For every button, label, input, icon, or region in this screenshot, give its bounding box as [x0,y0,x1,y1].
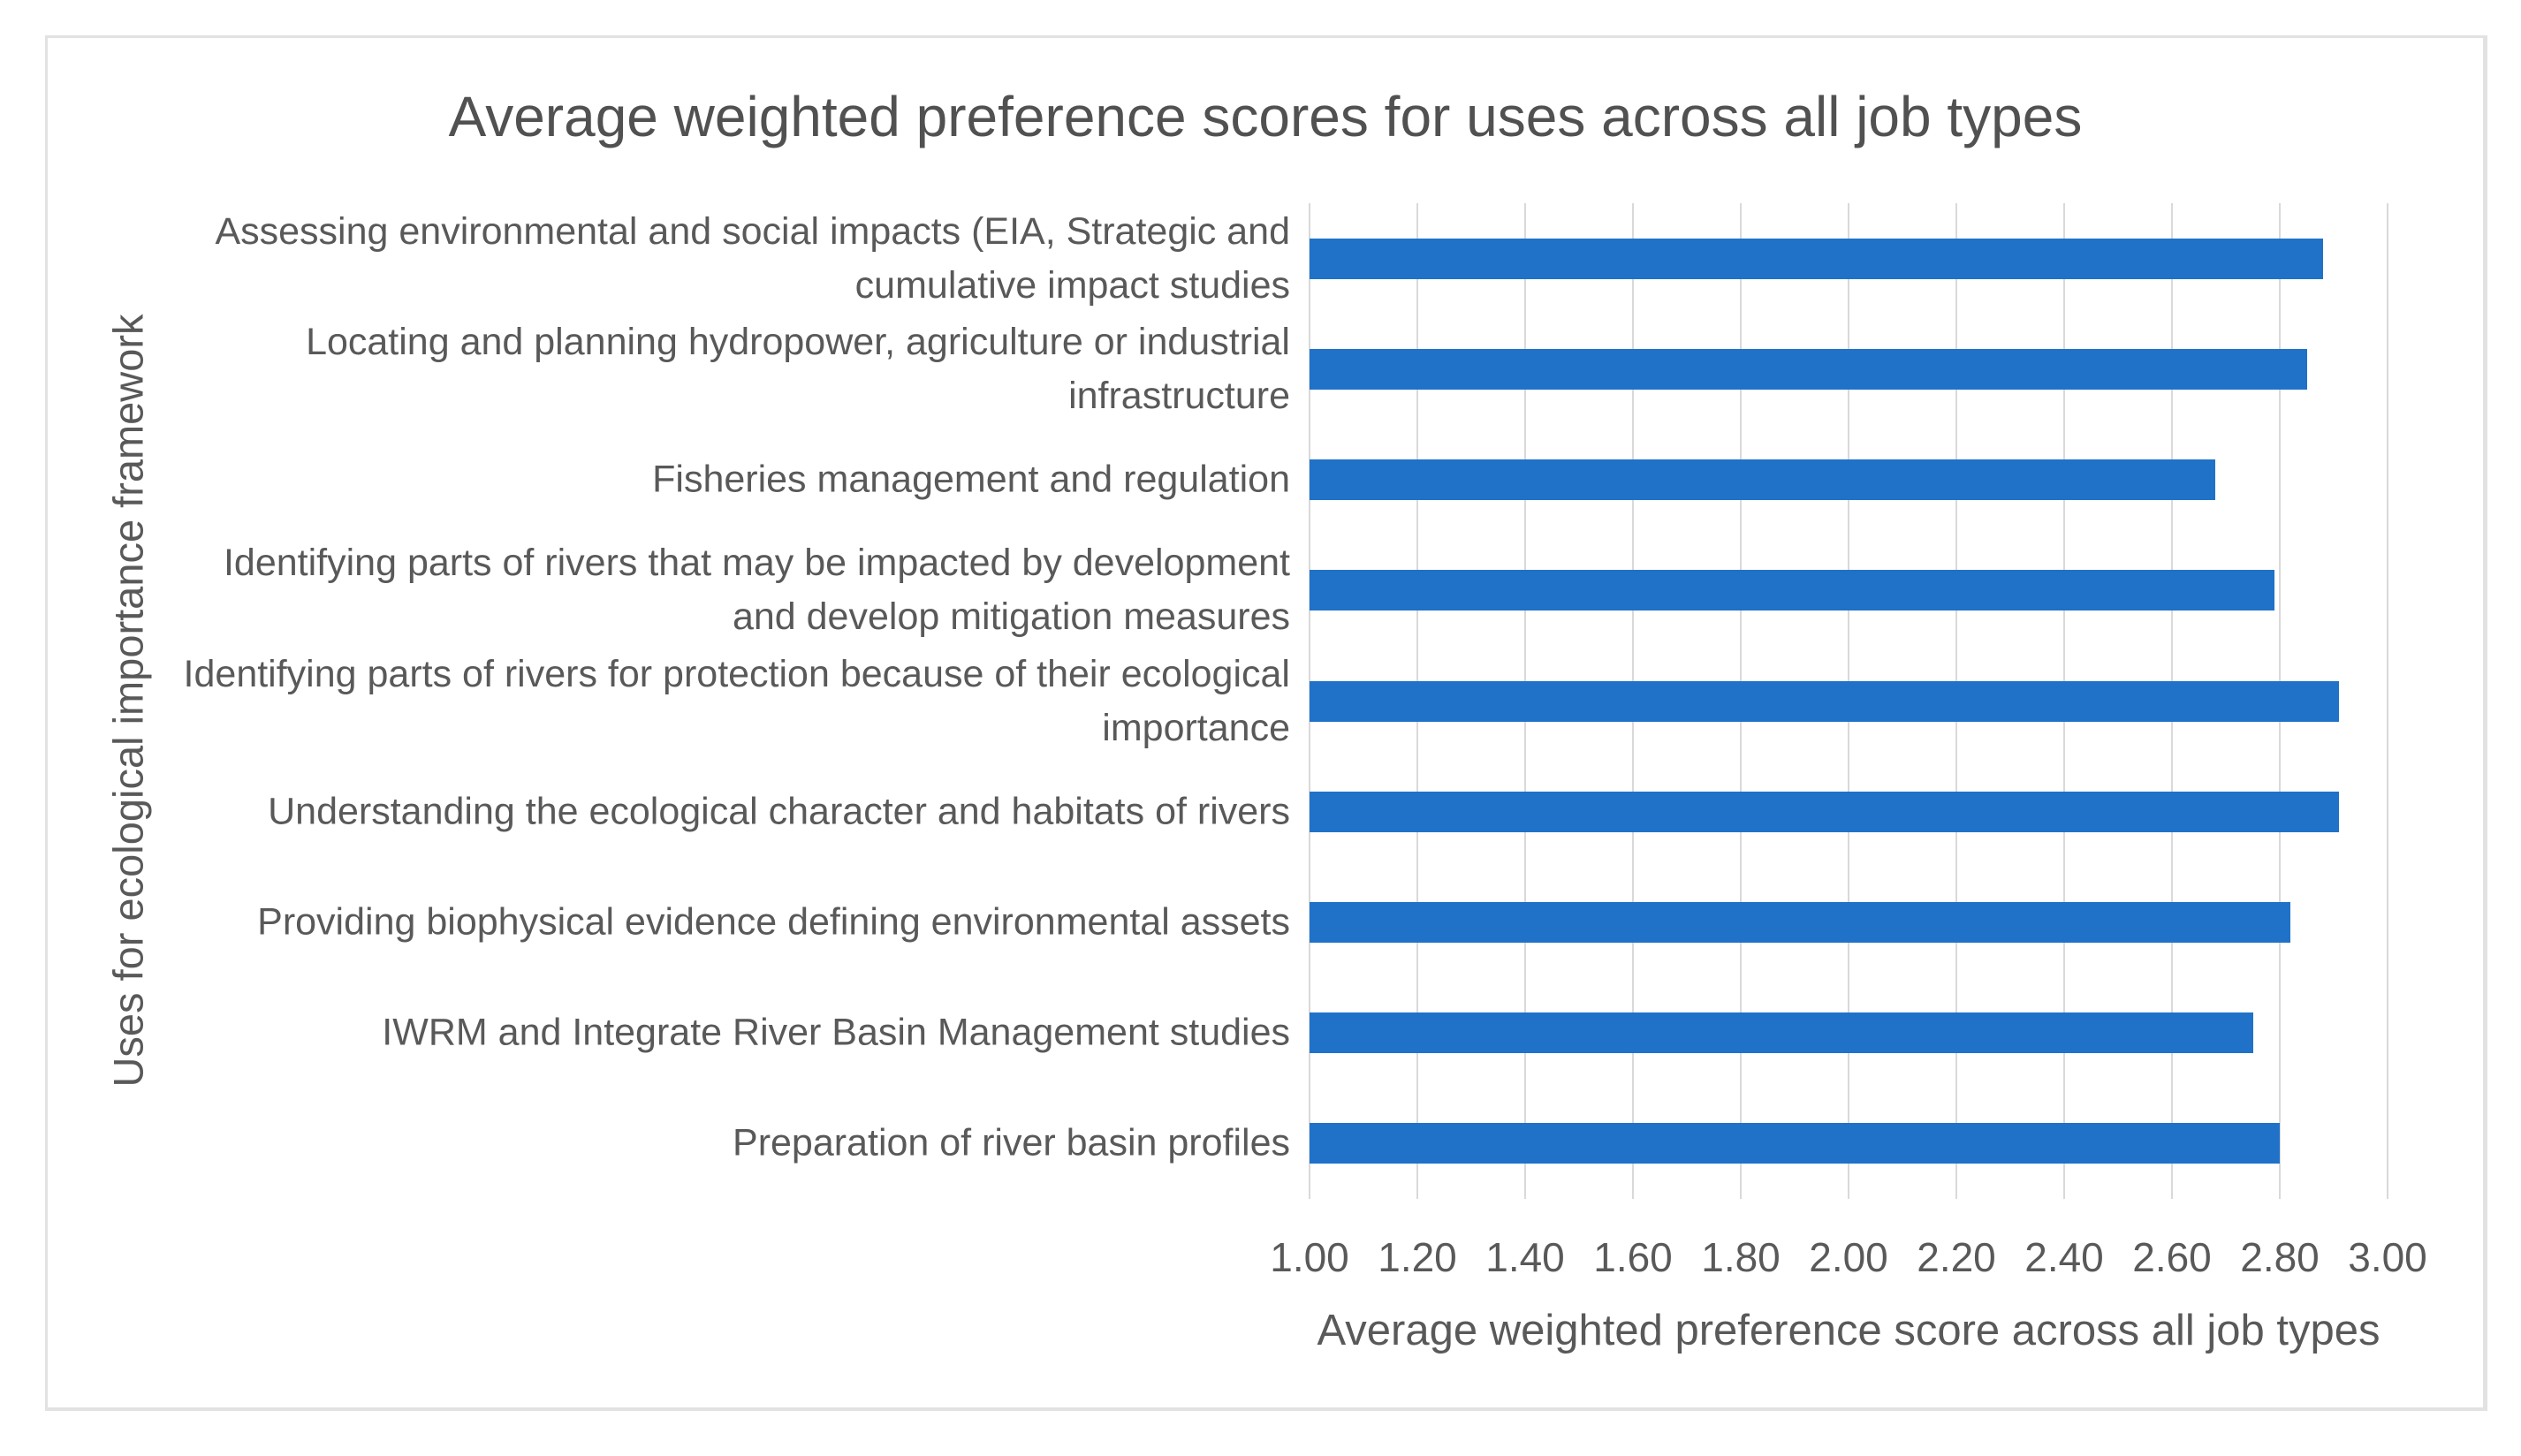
category-label: Identifying parts of rivers that may be … [223,542,1290,639]
x-tick-label: 3.00 [2348,1234,2427,1280]
category-label: Locating and planning hydropower, agricu… [306,320,1290,417]
category-label: Understanding the ecological character a… [268,790,1290,833]
x-tick-label: 2.60 [2132,1234,2212,1280]
x-tick-label: 2.40 [2024,1234,2104,1280]
x-axis-title: Average weighted preference score across… [1317,1307,2381,1354]
x-tick-label: 2.80 [2240,1234,2320,1280]
category-label: Identifying parts of rivers for protecti… [183,652,1290,749]
x-tick-label: 1.00 [1270,1234,1349,1280]
bar [1310,348,2307,390]
x-tick-label: 1.20 [1378,1234,1457,1280]
x-tick-label: 2.20 [1917,1234,1996,1280]
x-tick-label: 1.60 [1593,1234,1673,1280]
gridline [2387,203,2388,1199]
bar [1310,791,2340,832]
bar [1310,459,2215,501]
x-tick-label: 1.40 [1485,1234,1565,1280]
y-axis-title: Uses for ecological importance framework [104,314,152,1088]
bar [1310,1012,2253,1054]
bar [1310,238,2323,279]
x-tick-label: 2.00 [1809,1234,1888,1280]
category-label: Fisheries management and regulation [652,458,1290,501]
bar [1310,1123,2280,1164]
bar [1310,901,2291,943]
category-label: Providing biophysical evidence defining … [257,900,1290,944]
category-label: Preparation of river basin profiles [733,1121,1290,1164]
category-label: IWRM and Integrate River Basin Managemen… [382,1011,1290,1054]
bar [1310,680,2340,722]
x-tick-label: 1.80 [1701,1234,1781,1280]
chart-title: Average weighted preference scores for u… [448,85,2083,148]
category-label: Assessing environmental and social impac… [215,209,1290,307]
bar [1310,570,2274,611]
